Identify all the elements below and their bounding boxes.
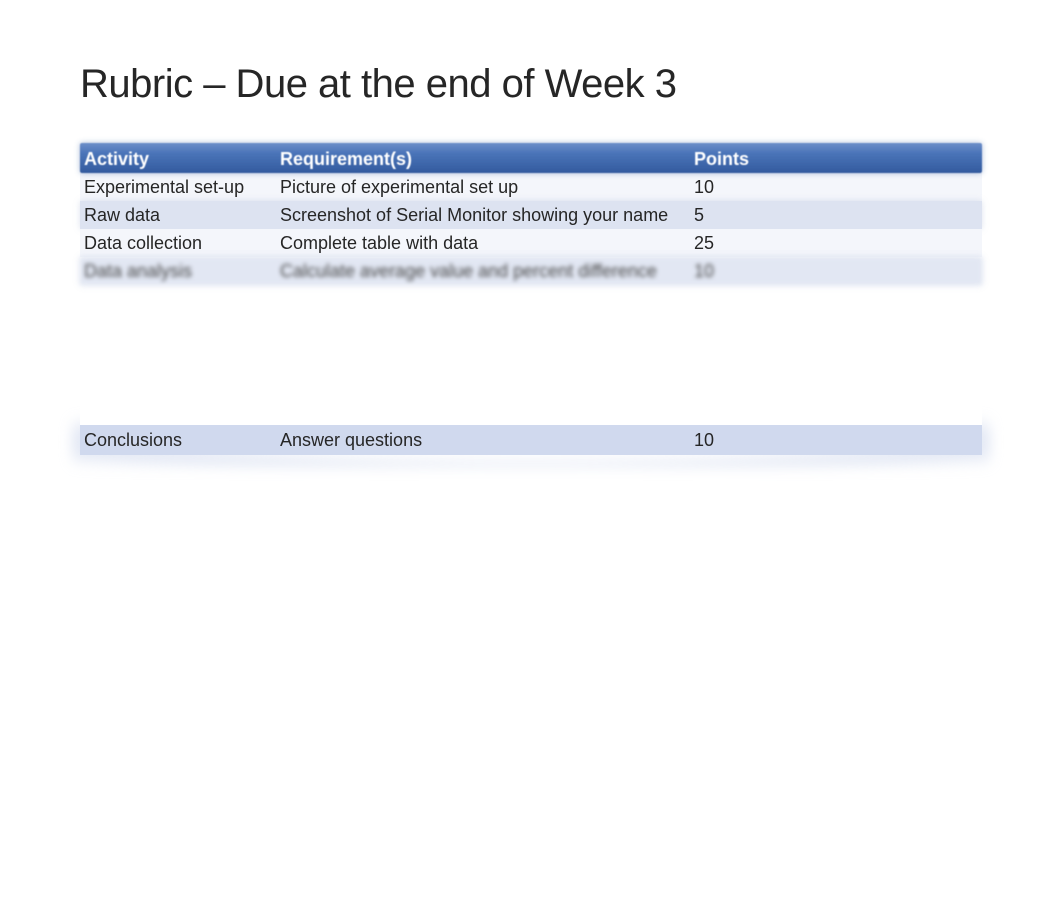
cell-requirement: Calculate average value and percent diff… xyxy=(276,261,690,282)
table-row: Experimental set-up Picture of experimen… xyxy=(80,173,982,201)
cell-activity: Experimental set-up xyxy=(80,177,276,198)
table-row: Data collection Complete table with data… xyxy=(80,229,982,257)
col-header-requirement: Requirement(s) xyxy=(276,147,690,170)
cell-requirement: Complete table with data xyxy=(276,233,690,254)
slide-page: Rubric – Due at the end of Week 3 Activi… xyxy=(0,0,1062,455)
table-header-row: Activity Requirement(s) Points xyxy=(80,143,982,173)
cell-points: 10 xyxy=(690,177,982,198)
cell-requirement: Answer questions xyxy=(276,430,690,451)
table-row: Conclusions Answer questions 10 xyxy=(80,425,982,455)
cell-activity: Conclusions xyxy=(80,430,276,451)
cell-activity: Data analysis xyxy=(80,261,276,282)
cell-points: 10 xyxy=(690,261,982,282)
col-header-activity: Activity xyxy=(80,147,276,170)
page-title: Rubric – Due at the end of Week 3 xyxy=(80,62,982,107)
rubric-table: Activity Requirement(s) Points Experimen… xyxy=(80,143,982,455)
cell-activity: Raw data xyxy=(80,205,276,226)
table-row: Raw data Screenshot of Serial Monitor sh… xyxy=(80,201,982,229)
cell-points: 25 xyxy=(690,233,982,254)
cell-requirement: Picture of experimental set up xyxy=(276,177,690,198)
cell-requirement: Screenshot of Serial Monitor showing you… xyxy=(276,205,690,226)
cell-activity: Data collection xyxy=(80,233,276,254)
col-header-points: Points xyxy=(690,147,982,170)
blurred-gap xyxy=(80,285,982,425)
cell-points: 10 xyxy=(690,430,982,451)
final-row-wrap: Conclusions Answer questions 10 xyxy=(80,425,982,455)
cell-points: 5 xyxy=(690,205,982,226)
table-row: Data analysis Calculate average value an… xyxy=(80,257,982,285)
